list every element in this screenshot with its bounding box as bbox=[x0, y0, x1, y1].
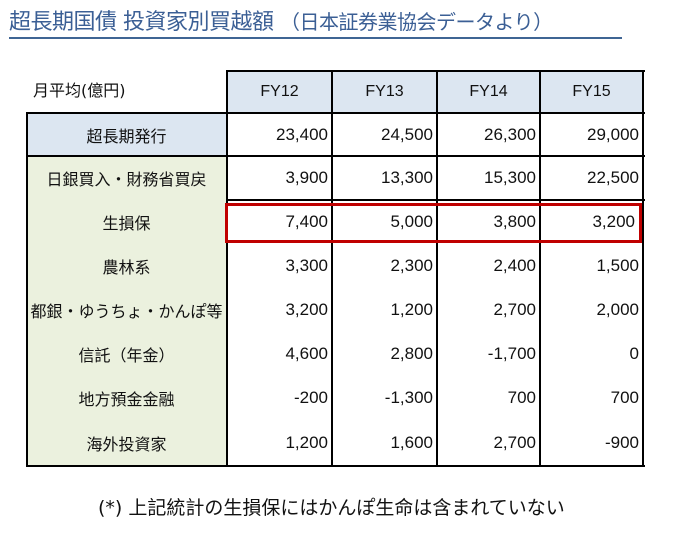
border-table-bottom bbox=[26, 465, 645, 467]
border-header-bottom bbox=[26, 112, 645, 114]
table-cell: 2,700 bbox=[437, 420, 540, 466]
highlight-insurers-row bbox=[225, 203, 642, 243]
border-left bbox=[26, 112, 28, 467]
row-label-life-nonlife-insurers: 生損保 bbox=[102, 214, 151, 233]
table-cell: 2,000 bbox=[540, 288, 643, 332]
table-cell: 0 bbox=[540, 332, 643, 376]
table-cell: -1,700 bbox=[437, 332, 540, 376]
table-cell: 2,300 bbox=[332, 244, 437, 288]
table-cell: 24,500 bbox=[332, 113, 437, 156]
row-label-city-banks-postal: 都銀・ゆうちょ・かんぽ等 bbox=[30, 302, 223, 321]
page-title: 超長期国債 投資家別買越額 （日本証券業協会データより） bbox=[9, 8, 553, 37]
column-header-fy12: FY12 bbox=[227, 70, 332, 113]
border-col-3 bbox=[436, 70, 438, 467]
title-main: 超長期国債 投資家別買越額 bbox=[9, 10, 274, 35]
table-cell: 1,500 bbox=[540, 244, 643, 288]
table-cell: -1,300 bbox=[332, 376, 437, 420]
column-header-fy14: FY14 bbox=[437, 70, 540, 113]
title-source: （日本証券業協会データより） bbox=[280, 10, 553, 34]
label-column-background bbox=[26, 156, 227, 466]
table-cell: 7,400 bbox=[227, 203, 332, 241]
table-cell: 3,300 bbox=[227, 244, 332, 288]
table-cell: 1,200 bbox=[227, 420, 332, 466]
table-cell: 2,700 bbox=[437, 288, 540, 332]
table-cell: 4,600 bbox=[227, 332, 332, 376]
table-cell: 1,200 bbox=[332, 288, 437, 332]
row-label-regional-financial: 地方預金金融 bbox=[78, 390, 175, 409]
table-cell: 3,900 bbox=[227, 156, 332, 200]
table-cell: 15,300 bbox=[437, 156, 540, 200]
table-cell: 3,800 bbox=[437, 203, 540, 241]
table-cell: 29,000 bbox=[540, 113, 643, 156]
table-cell: 23,400 bbox=[227, 113, 332, 156]
row-label-trust-pension: 信託（年金） bbox=[78, 346, 175, 365]
footnote: (*) 上記統計の生損保にはかんぽ生命は含まれていない bbox=[98, 497, 565, 519]
border-issuance-bottom bbox=[26, 155, 645, 157]
column-header-fy13: FY13 bbox=[332, 70, 437, 113]
table-cell: 22,500 bbox=[540, 156, 643, 200]
row-label-issuance: 超長期発行 bbox=[26, 113, 227, 156]
border-col-4 bbox=[539, 70, 541, 467]
title-underline bbox=[9, 37, 622, 39]
table-cell: -200 bbox=[227, 376, 332, 420]
table-cell: 13,300 bbox=[332, 156, 437, 200]
border-col-2 bbox=[331, 70, 333, 467]
table-cell: 26,300 bbox=[437, 113, 540, 156]
row-label-boj-mof: 日銀買入・財務省買戻 bbox=[46, 170, 207, 189]
table-cell: 3,200 bbox=[540, 203, 639, 241]
row-label-foreign-investors: 海外投資家 bbox=[86, 435, 167, 454]
column-header-fy15: FY15 bbox=[540, 70, 643, 113]
table-cell: 3,200 bbox=[227, 288, 332, 332]
border-right bbox=[642, 70, 644, 467]
table-cell: 5,000 bbox=[332, 203, 437, 241]
table-cell: -900 bbox=[540, 420, 643, 466]
table-cell: 1,600 bbox=[332, 420, 437, 466]
unit-label: 月平均(億円) bbox=[33, 81, 126, 100]
table-cell: 2,400 bbox=[437, 244, 540, 288]
table-cell: 700 bbox=[437, 376, 540, 420]
table-cell: 700 bbox=[540, 376, 643, 420]
table-cell: 2,800 bbox=[332, 332, 437, 376]
border-col-1 bbox=[226, 70, 228, 467]
row-label-agricultural: 農林系 bbox=[102, 258, 151, 277]
